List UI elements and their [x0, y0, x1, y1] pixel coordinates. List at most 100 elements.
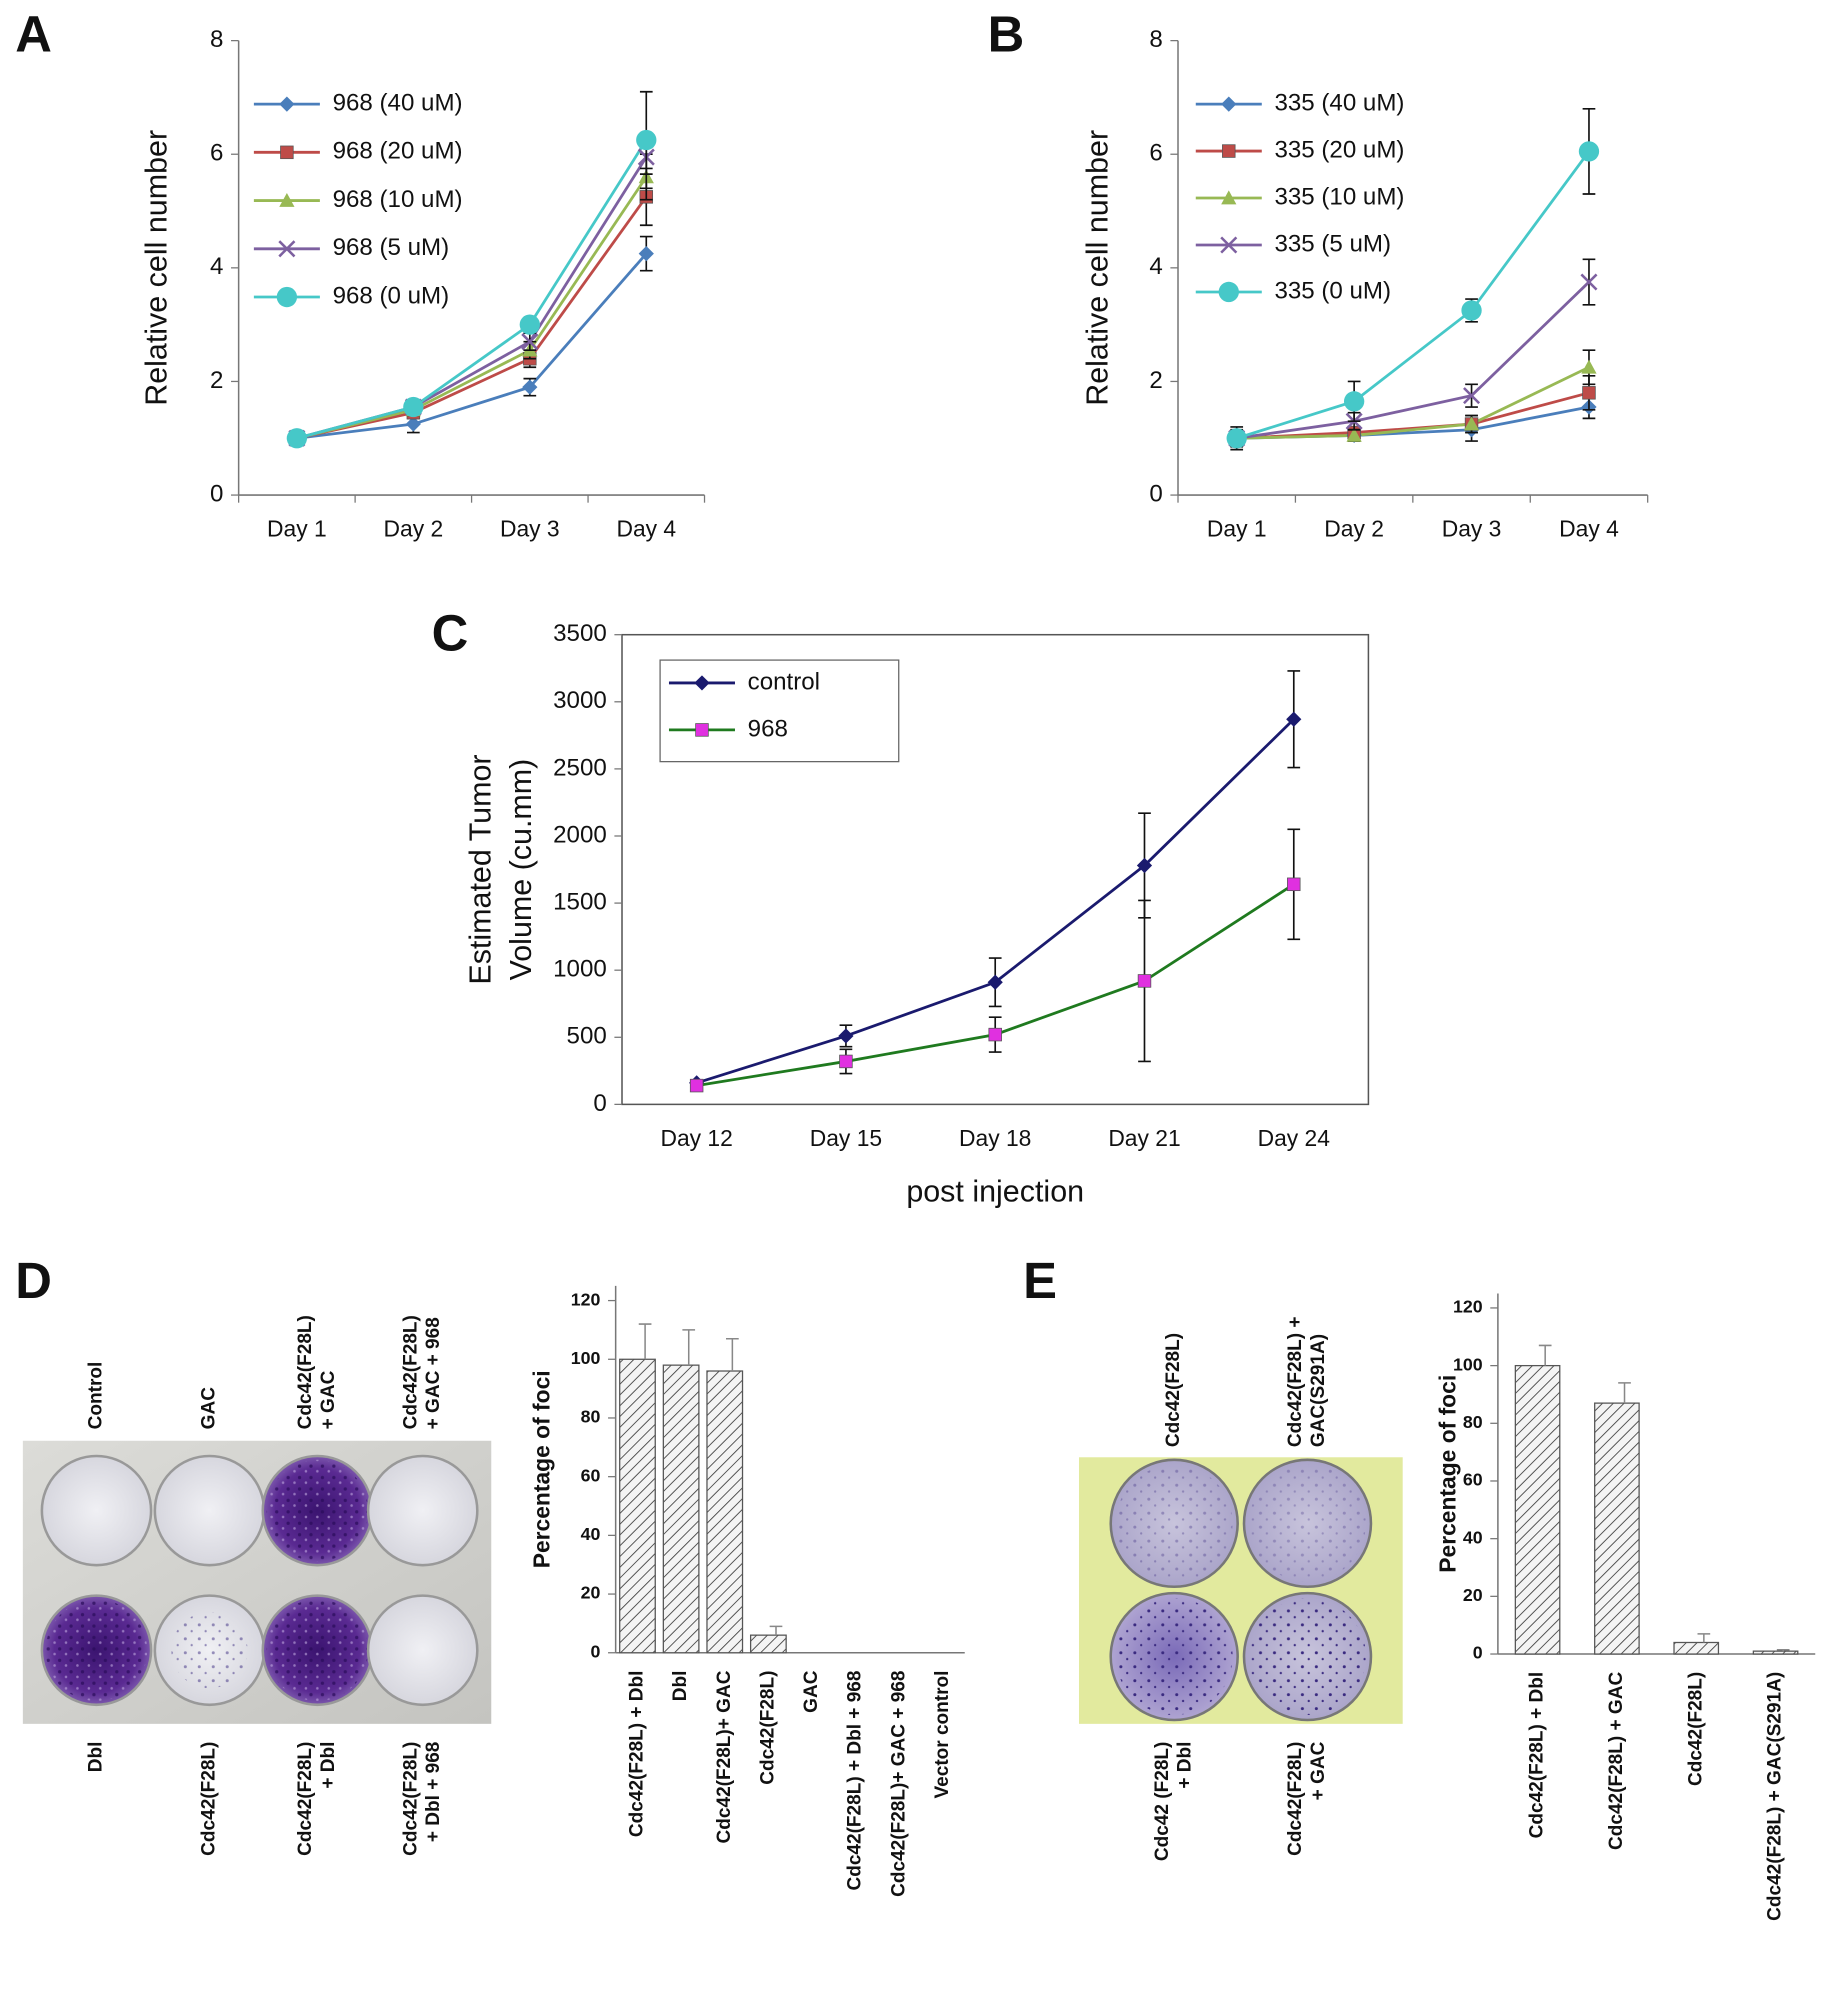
y-tick-label: 120 — [571, 1289, 601, 1309]
y-axis-title: Relative cell number — [140, 130, 174, 406]
y-tick-label: 2 — [1149, 367, 1162, 394]
marker — [405, 416, 421, 432]
plate-label: Cdc42(F28L) — [400, 1315, 421, 1429]
plate-label: + Dbl — [318, 1742, 339, 1789]
error-bar — [1538, 1344, 1552, 1366]
marker — [286, 428, 308, 449]
y-tick-label: 80 — [1463, 1412, 1483, 1432]
y-tick-label: 80 — [581, 1407, 601, 1427]
legend-marker — [1220, 236, 1238, 254]
plate-label: Control — [86, 1362, 107, 1430]
y-tick-label: 4 — [210, 253, 223, 280]
plate-label: Cdc42(F28L) — [295, 1315, 316, 1429]
bar — [1752, 1650, 1799, 1655]
marker — [521, 333, 539, 351]
bar — [662, 1364, 700, 1654]
x-tick-label: Day 4 — [1559, 516, 1619, 542]
y-axis-title: Estimated Tumor — [463, 754, 497, 984]
error-bar — [1618, 1382, 1631, 1404]
legend-marker — [280, 145, 294, 160]
y-tick-label: 4 — [1149, 253, 1162, 280]
x-tick-label: Day 15 — [810, 1125, 882, 1151]
y-tick-label: 0 — [210, 480, 223, 507]
plate-label: + Dbl — [1175, 1742, 1196, 1789]
panel-label: E — [1023, 1252, 1057, 1309]
series-line — [1236, 150, 1591, 440]
marker — [1346, 427, 1362, 442]
marker — [1580, 273, 1598, 291]
marker — [1582, 386, 1596, 400]
plate-label: + GAC + 968 — [423, 1317, 444, 1429]
x-tick-label: Cdc42(F28L) + GAC — [1606, 1672, 1627, 1850]
bar — [1594, 1402, 1640, 1655]
legend-marker — [279, 192, 295, 207]
x-tick-label: Day 1 — [1207, 516, 1267, 542]
y-tick-label: 40 — [581, 1524, 601, 1544]
y-tick-label: 0 — [1149, 480, 1162, 507]
x-tick-label: Day 2 — [384, 516, 444, 542]
legend-marker — [694, 675, 710, 691]
x-tick-label: Cdc42(F28L) — [1685, 1672, 1706, 1786]
marker — [1461, 300, 1482, 321]
x-tick-label: Day 24 — [1258, 1125, 1331, 1151]
panel-label: A — [15, 5, 52, 62]
x-tick-label: Day 2 — [1324, 516, 1384, 542]
y-tick-label: 120 — [1453, 1297, 1483, 1317]
marker — [1578, 141, 1600, 162]
x-tick-label: Dbl — [670, 1671, 691, 1702]
y-tick-label: 8 — [1149, 26, 1162, 53]
legend-label: 968 — [748, 715, 788, 742]
marker — [403, 396, 424, 418]
legend-label: 968 (5 uM) — [333, 234, 450, 261]
y-tick-label: 100 — [1453, 1354, 1483, 1374]
bar — [706, 1370, 744, 1654]
legend-marker — [1218, 281, 1239, 303]
x-tick-label: Day 18 — [959, 1125, 1031, 1151]
y-tick-label: 6 — [210, 140, 223, 167]
y-tick-label: 0 — [591, 1641, 601, 1661]
legend-marker — [276, 286, 298, 308]
x-tick-label: Cdc42(F28L) + Dbl — [1527, 1672, 1548, 1839]
series-line — [1236, 281, 1590, 440]
x-tick-label: Cdc42(F28L) + Dbl — [627, 1671, 648, 1838]
plate-label: Cdc42 (F28L) — [1152, 1742, 1173, 1862]
y-axis-title: Percentage of foci — [528, 1370, 554, 1568]
y-tick-label: 3500 — [553, 620, 607, 647]
error-bar — [769, 1625, 783, 1636]
legend-marker — [1222, 144, 1236, 158]
y-tick-label: 60 — [581, 1465, 601, 1485]
y-tick-label: 8 — [210, 26, 223, 53]
series-line — [296, 196, 648, 440]
panel-label: B — [988, 5, 1025, 62]
y-tick-label: 1500 — [553, 888, 607, 915]
series-line — [296, 252, 648, 440]
marker — [839, 1054, 853, 1069]
legend-label: 968 (40 uM) — [333, 89, 463, 116]
marker — [636, 129, 657, 151]
bar — [749, 1634, 787, 1654]
y-tick-label: 2500 — [553, 754, 607, 781]
y-tick-label: 0 — [1473, 1643, 1483, 1663]
error-bar — [638, 1323, 652, 1360]
plate-photo-d — [22, 1440, 492, 1724]
y-tick-label: 40 — [1463, 1527, 1483, 1547]
marker — [638, 246, 654, 262]
y-tick-label: 1000 — [553, 956, 607, 983]
y-tick-label: 500 — [567, 1023, 607, 1050]
legend-label: 335 (10 uM) — [1274, 183, 1404, 210]
marker — [1286, 711, 1302, 727]
legend-label: 335 (40 uM) — [1274, 89, 1404, 116]
x-tick-label: Cdc42(F28L) + Dbl + 968 — [845, 1671, 866, 1891]
y-tick-label: 6 — [1149, 140, 1162, 167]
y-tick-label: 60 — [1463, 1470, 1483, 1490]
marker — [519, 314, 540, 335]
legend-marker — [279, 96, 295, 112]
marker — [1463, 416, 1480, 431]
plate-label: Cdc42(F28L) — [1163, 1333, 1184, 1447]
x-tick-label: Day 1 — [267, 516, 327, 542]
plate-label: GAC(S291A) — [1308, 1334, 1329, 1447]
x-tick-label: Vector control — [932, 1671, 953, 1799]
plate-label: + Dbl + 968 — [423, 1742, 444, 1843]
x-tick-label: Cdc42(F28L) + GAC(S291A) — [1765, 1672, 1786, 1921]
error-bar — [682, 1329, 696, 1366]
